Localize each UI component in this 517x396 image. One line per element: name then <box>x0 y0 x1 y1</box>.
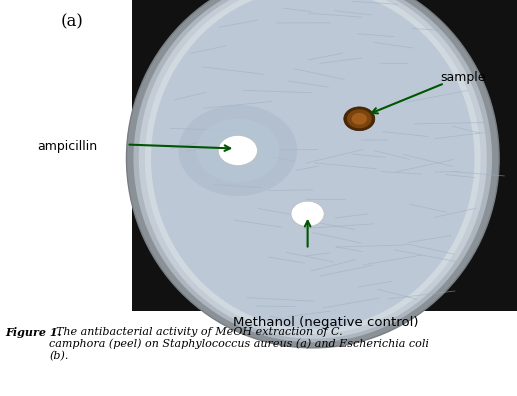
Ellipse shape <box>133 0 492 343</box>
Ellipse shape <box>139 0 487 339</box>
Ellipse shape <box>178 105 297 196</box>
Text: (a): (a) <box>61 14 84 31</box>
Circle shape <box>218 135 257 166</box>
Text: ampicillin: ampicillin <box>37 140 97 153</box>
Circle shape <box>347 109 372 128</box>
Ellipse shape <box>151 0 475 329</box>
Text: Methanol (negative control): Methanol (negative control) <box>233 316 418 329</box>
Circle shape <box>352 113 367 125</box>
Bar <box>132 0 517 311</box>
Ellipse shape <box>145 0 481 334</box>
Text: sample: sample <box>440 71 485 84</box>
Text: The antibacterial activity of MeOH extraction of C.
camphora (peel) on Staphyloc: The antibacterial activity of MeOH extra… <box>49 327 429 361</box>
Ellipse shape <box>127 0 499 348</box>
Ellipse shape <box>196 118 280 182</box>
Circle shape <box>291 201 324 227</box>
Text: Figure 1.: Figure 1. <box>5 327 62 338</box>
Circle shape <box>344 107 375 131</box>
